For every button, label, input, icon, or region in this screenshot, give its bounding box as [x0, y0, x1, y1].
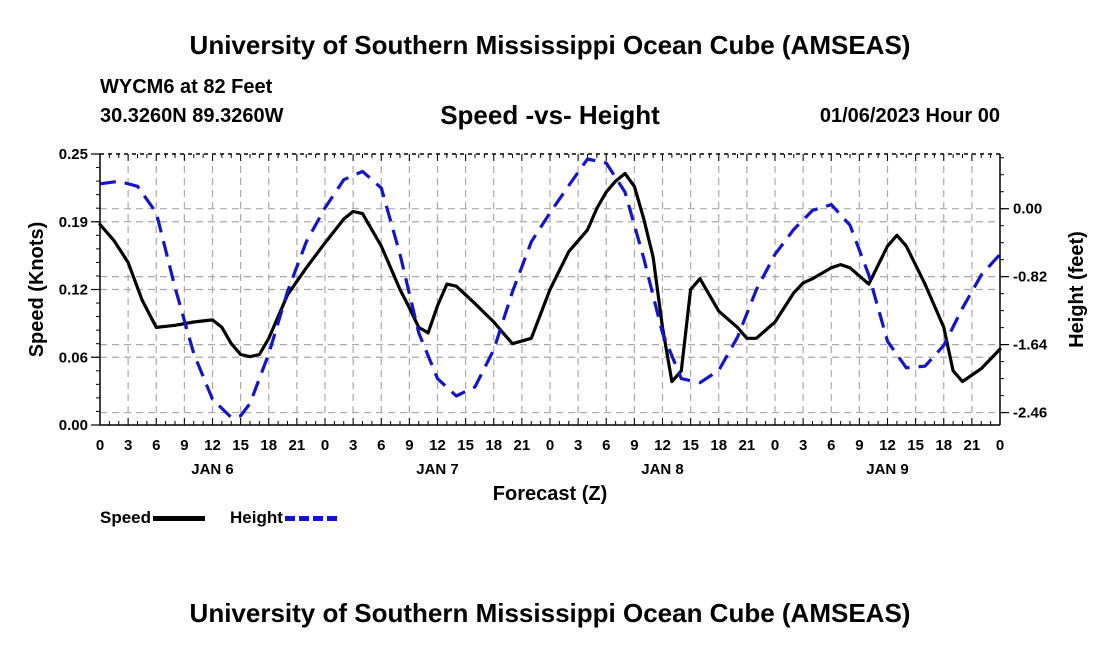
- x-tick-label: 21: [739, 437, 756, 454]
- x-tick-label: 18: [260, 437, 277, 454]
- x-axis-title: Forecast (Z): [493, 483, 607, 505]
- x-tick-label: 12: [879, 437, 896, 454]
- series-group: [98, 157, 1002, 420]
- series-speed: [98, 171, 1002, 384]
- legend-speed: Speed: [100, 508, 206, 528]
- x-tick-label: 9: [630, 437, 638, 454]
- y-left-axis-title: Speed (Knots): [26, 222, 48, 358]
- x-tick-label: 12: [654, 437, 671, 454]
- x-tick-label: 15: [232, 437, 249, 454]
- x-tick-label: 3: [349, 437, 357, 454]
- x-tick-label: 3: [574, 437, 582, 454]
- axis-ticks: [91, 153, 1009, 426]
- day-label: JAN 6: [191, 461, 234, 478]
- station-label: WYCM6 at 82 Feet: [100, 76, 273, 98]
- y-left-tick-label: 0.19: [59, 214, 88, 231]
- x-tick-label: 0: [546, 437, 554, 454]
- chart-subtitle: Speed -vs- Height: [440, 100, 660, 130]
- x-tick-label: 18: [935, 437, 952, 454]
- legend-height: Height: [230, 508, 337, 528]
- x-tick-label: 21: [964, 437, 981, 454]
- x-tick-label: 0: [321, 437, 329, 454]
- x-tick-label: 12: [429, 437, 446, 454]
- x-tick-label: 18: [710, 437, 727, 454]
- legend-height-swatch: [284, 515, 337, 521]
- x-tick-label: 6: [152, 437, 160, 454]
- chart-title: University of Southern Mississippi Ocean…: [189, 30, 911, 60]
- x-tick-label: 0: [996, 437, 1004, 454]
- forecast-datetime: 01/06/2023 Hour 00: [819, 105, 1000, 127]
- y-right-tick-label: 0.00: [1013, 201, 1042, 218]
- footer-title: University of Southern Mississippi Ocean…: [189, 598, 911, 628]
- series-height: [99, 157, 1002, 420]
- station-coords: 30.3260N 89.3260W: [100, 105, 284, 127]
- x-tick-label: 12: [204, 437, 221, 454]
- x-tick-label: 6: [377, 437, 385, 454]
- x-tick-label: 0: [96, 437, 104, 454]
- day-label: JAN 7: [416, 461, 459, 478]
- y-right-tick-label: -1.64: [1013, 337, 1048, 354]
- axis-labels: 0 3 6 9 12 15 18 21 0 3 6 9 12 15 18 21 0 3 6 9 12 15 18 21 0 3 6 9…: [26, 146, 1088, 505]
- y-right-axis-title: Height (feet): [1066, 231, 1088, 348]
- x-tick-label: 15: [907, 437, 924, 454]
- x-tick-label: 18: [485, 437, 502, 454]
- legend-height-label: Height: [230, 508, 283, 527]
- day-label: JAN 8: [641, 461, 684, 478]
- x-tick-label: 9: [855, 437, 863, 454]
- y-right-tick-label: -2.46: [1013, 405, 1047, 422]
- y-left-tick-label: 0.06: [59, 349, 88, 366]
- legend-speed-label: Speed: [100, 508, 152, 527]
- day-label: JAN 9: [866, 461, 909, 478]
- x-tick-label: 9: [405, 437, 413, 454]
- x-tick-label: 6: [827, 437, 835, 454]
- x-tick-label: 21: [289, 437, 306, 454]
- y-left-tick-label: 0.12: [59, 282, 88, 299]
- x-tick-label: 3: [124, 437, 132, 454]
- y-left-tick-label: 0.00: [59, 417, 88, 434]
- x-tick-label: 21: [514, 437, 531, 454]
- legend-speed-swatch: [153, 515, 206, 521]
- x-tick-label: 15: [682, 437, 699, 454]
- x-tick-label: 9: [180, 437, 188, 454]
- x-tick-label: 0: [771, 437, 779, 454]
- x-tick-label: 6: [602, 437, 610, 454]
- x-tick-label: 3: [799, 437, 807, 454]
- y-left-tick-label: 0.25: [59, 146, 88, 163]
- y-right-tick-label: -0.82: [1013, 269, 1047, 286]
- x-tick-label: 15: [457, 437, 474, 454]
